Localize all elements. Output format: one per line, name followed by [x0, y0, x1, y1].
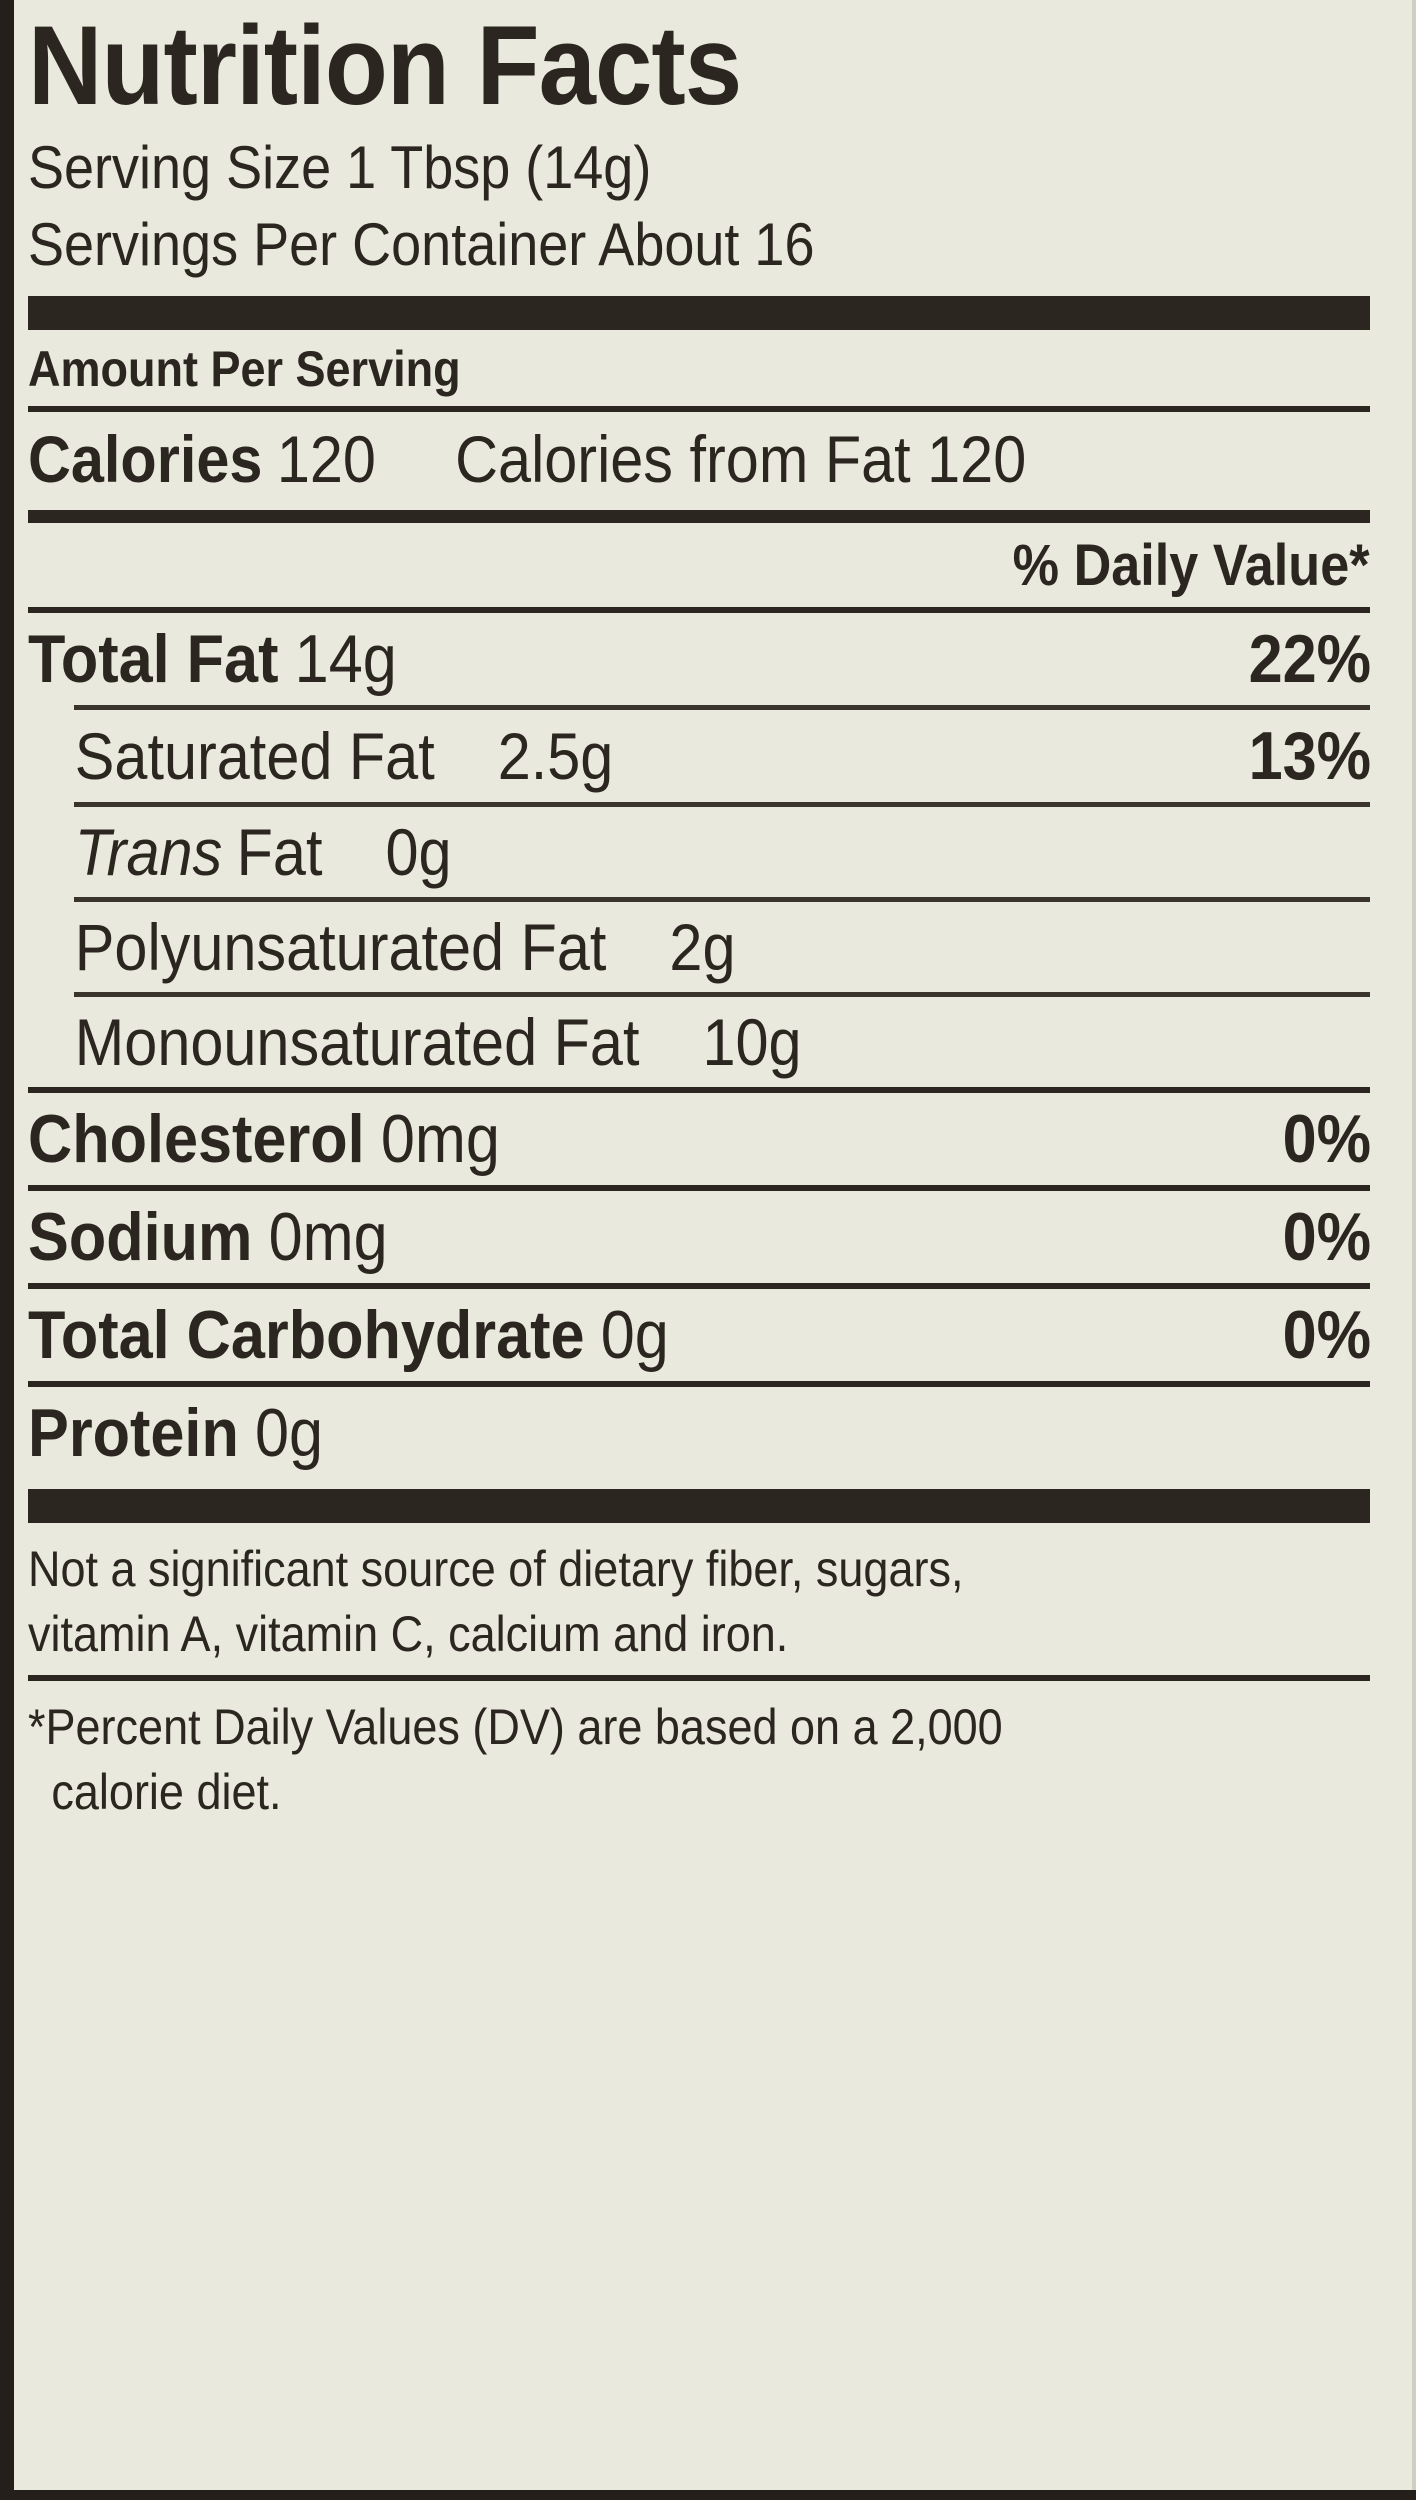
nutrient-name: Total Fat [28, 620, 279, 697]
nutrition-facts-content: Nutrition Facts Serving Size 1 Tbsp (14g… [28, 0, 1388, 2500]
nutrient-name: Sodium [28, 1198, 253, 1275]
nutrient-daily-value: 0% [1282, 1296, 1372, 1373]
rule-below-cholesterol [28, 1184, 1370, 1191]
rule-above-calories [28, 405, 1370, 412]
daily-value-header-text: % Daily Value* [1013, 532, 1370, 598]
nutrient-amount: 0mg [268, 1198, 388, 1275]
calories-row: Calories 120 Calories from Fat 120 [28, 412, 1370, 504]
not-significant-source-line-2: vitamin A, vitamin C, calcium and iron. [28, 1605, 789, 1662]
rule-above-percent-dv-note [28, 1674, 1370, 1681]
rule-above-total-fat [28, 606, 1370, 613]
rule-below-calories [28, 509, 1370, 523]
nutrient-row-polyunsaturated-fat: Polyunsaturated Fat 2g [28, 902, 1370, 992]
rule-below-saturated-fat [74, 801, 1370, 807]
nutrient-amount: 10g [702, 1004, 802, 1079]
nutrient-name: Fat [236, 814, 323, 889]
nutrient-amount: 0g [255, 1394, 324, 1471]
nutrient-name: Protein [28, 1394, 239, 1471]
daily-value-header: % Daily Value* [28, 523, 1370, 607]
nutrient-name: Total Carbohydrate [28, 1296, 585, 1373]
package-left-edge [0, 0, 14, 2500]
nutrient-amount: 2g [669, 909, 736, 984]
thick-separator-bar-bottom [28, 1488, 1370, 1523]
calories-label: Calories [28, 421, 263, 496]
rule-below-sodium [28, 1282, 1370, 1289]
rule-below-total-fat [74, 704, 1370, 710]
not-significant-source-line-1: Not a significant source of dietary fibe… [28, 1540, 964, 1597]
nutrient-row-monounsaturated-fat: Monounsaturated Fat 10g [28, 997, 1370, 1087]
percent-daily-value-note: *Percent Daily Values (DV) are based on … [28, 1681, 1236, 1833]
nutrient-name: Cholesterol [28, 1100, 365, 1177]
nutrient-daily-value: 13% [1248, 717, 1372, 794]
rule-below-polyunsaturated-fat [74, 991, 1370, 997]
rule-below-monounsaturated-fat [28, 1086, 1370, 1093]
rule-below-total-carbohydrate [28, 1380, 1370, 1387]
nutrient-daily-value: 0% [1282, 1100, 1372, 1177]
amount-per-serving-heading: Amount Per Serving [28, 340, 461, 397]
nutrient-name: Saturated Fat [74, 718, 435, 793]
calories-value: 120 [276, 421, 376, 496]
nutrient-row-trans-fat: Trans Fat 0g [28, 807, 1370, 897]
page-title: Nutrition Facts [28, 3, 742, 128]
nutrient-row-sodium: Sodium 0mg 0% [28, 1191, 1372, 1283]
package-bottom-edge [0, 2490, 1416, 2500]
nutrient-amount: 0g [600, 1296, 669, 1373]
nutrient-name-italic-prefix: Trans [74, 814, 223, 889]
nutrient-amount: 0g [385, 814, 452, 889]
nutrient-daily-value: 0% [1282, 1198, 1372, 1275]
nutrient-amount: 0mg [380, 1100, 500, 1177]
calories-from-fat-text: Calories from Fat 120 [455, 421, 1027, 496]
nutrient-amount: 2.5g [497, 718, 614, 793]
nutrient-amount: 14g [294, 620, 397, 697]
rule-below-trans-fat [74, 896, 1370, 902]
package-right-edge [1412, 0, 1416, 2500]
thick-separator-bar-top [28, 295, 1370, 330]
nutrient-row-cholesterol: Cholesterol 0mg 0% [28, 1093, 1372, 1185]
nutrient-row-saturated-fat: Saturated Fat 2.5g 13% [28, 710, 1372, 802]
not-significant-source-note: Not a significant source of dietary fibe… [28, 1523, 1236, 1675]
serving-size-text: Serving Size 1 Tbsp (14g) [28, 134, 652, 201]
nutrient-row-total-fat: Total Fat 14g 22% [28, 613, 1372, 705]
nutrient-name: Polyunsaturated Fat [74, 909, 607, 984]
nutrient-row-total-carbohydrate: Total Carbohydrate 0g 0% [28, 1289, 1372, 1381]
nutrient-row-protein: Protein 0g [28, 1387, 1370, 1479]
servings-per-container-text: Servings Per Container About 16 [28, 210, 815, 278]
nutrient-name: Monounsaturated Fat [74, 1004, 640, 1079]
percent-daily-value-line-2: calorie diet. [51, 1763, 282, 1820]
nutrient-daily-value: 22% [1248, 620, 1372, 697]
percent-daily-value-line-1: *Percent Daily Values (DV) are based on … [28, 1698, 1003, 1755]
